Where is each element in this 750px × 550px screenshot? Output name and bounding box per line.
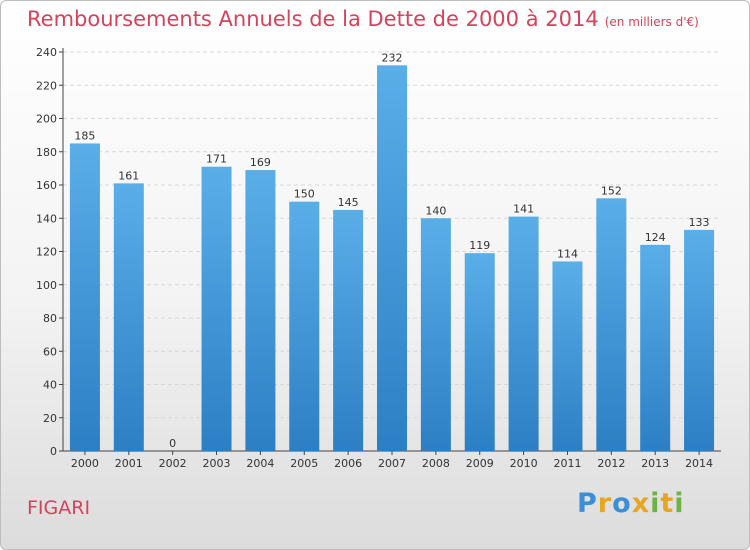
value-labels: 185 161 0 171 169 150 145 232 140 119 141 114 152 124… (74, 51, 709, 450)
bar-2012 (596, 198, 627, 451)
bar-2009 (464, 253, 495, 451)
bar-2001 (113, 183, 144, 451)
value-label-2009: 119 (469, 239, 490, 252)
chart-title-text: Remboursements Annuels de la Dette de 20… (27, 7, 599, 31)
value-label-2002: 0 (169, 437, 176, 450)
x-tick-label-2011: 2011 (553, 457, 581, 470)
x-tick-label-2010: 2010 (510, 457, 538, 470)
bar-2000 (69, 143, 100, 451)
bar-2011 (552, 261, 583, 451)
proxiti-logo: Proxiti (577, 488, 685, 519)
value-label-2010: 141 (513, 203, 534, 216)
logo-letter: P (577, 488, 598, 519)
value-label-2008: 140 (425, 204, 446, 217)
x-tick-label-2000: 2000 (71, 457, 99, 470)
city-name: FIGARI (27, 497, 91, 519)
y-tick-label: 0 (50, 445, 57, 458)
bar-2004 (245, 170, 276, 451)
bar-2010 (508, 216, 539, 451)
value-label-2006: 145 (338, 196, 359, 209)
bar-2006 (333, 209, 364, 451)
logo-letter: i (650, 488, 661, 519)
y-tick-label: 80 (43, 312, 57, 325)
y-tick-label: 160 (36, 179, 57, 192)
x-tick-label-2002: 2002 (159, 457, 187, 470)
x-tick-label-2003: 2003 (203, 457, 231, 470)
x-tick-label-2006: 2006 (334, 457, 362, 470)
x-tick-label-2014: 2014 (685, 457, 713, 470)
y-tick-label: 120 (36, 246, 57, 259)
bar-2005 (289, 201, 320, 451)
value-label-2000: 185 (74, 129, 95, 142)
logo-letter: o (612, 488, 632, 519)
chart-title: Remboursements Annuels de la Dette de 20… (27, 7, 699, 31)
value-label-2005: 150 (294, 188, 315, 201)
bar-2007 (377, 65, 407, 452)
y-tick-labels: 0 20 40 60 80 100 120 140 160 180 200 220 240 (36, 46, 57, 458)
y-tick-label: 240 (36, 46, 57, 59)
y-tick-label: 180 (36, 146, 57, 159)
value-label-2012: 152 (601, 184, 622, 197)
x-tick-label-2013: 2013 (641, 457, 669, 470)
y-tick-label: 60 (43, 345, 57, 358)
value-label-2004: 169 (250, 156, 271, 169)
bar-2008 (420, 218, 451, 451)
value-label-2007: 232 (382, 51, 403, 64)
x-tick-label-2005: 2005 (290, 457, 318, 470)
x-tick-label-2009: 2009 (466, 457, 494, 470)
x-tick-label-2007: 2007 (378, 457, 406, 470)
value-label-2001: 161 (118, 169, 139, 182)
logo-letter: t (660, 488, 675, 519)
bar-2003 (201, 166, 232, 451)
logo-letter: r (597, 488, 613, 519)
y-tick-label: 100 (36, 279, 57, 292)
bars (69, 65, 715, 452)
value-label-2013: 124 (645, 231, 666, 244)
logo-letter: i (674, 488, 685, 519)
value-label-2003: 171 (206, 153, 227, 166)
logo-letter: x (631, 488, 651, 519)
y-tick-label: 200 (36, 113, 57, 126)
value-label-2014: 133 (689, 216, 710, 229)
bar-2014 (684, 229, 715, 451)
y-tick-label: 20 (43, 412, 57, 425)
bar-2013 (640, 244, 671, 451)
x-tick-labels: 2000 2001 2002 2003 2004 2005 2006 2007 2008 2009… (71, 457, 713, 470)
y-tick-label: 140 (36, 212, 57, 225)
chart-unit: (en milliers d'€) (604, 15, 699, 29)
y-tick-label: 40 (43, 379, 57, 392)
x-tick-label-2008: 2008 (422, 457, 450, 470)
x-tick-label-2001: 2001 (115, 457, 143, 470)
value-label-2011: 114 (557, 247, 578, 260)
x-tick-label-2004: 2004 (246, 457, 274, 470)
x-tick-label-2012: 2012 (597, 457, 625, 470)
y-tick-label: 220 (36, 79, 57, 92)
